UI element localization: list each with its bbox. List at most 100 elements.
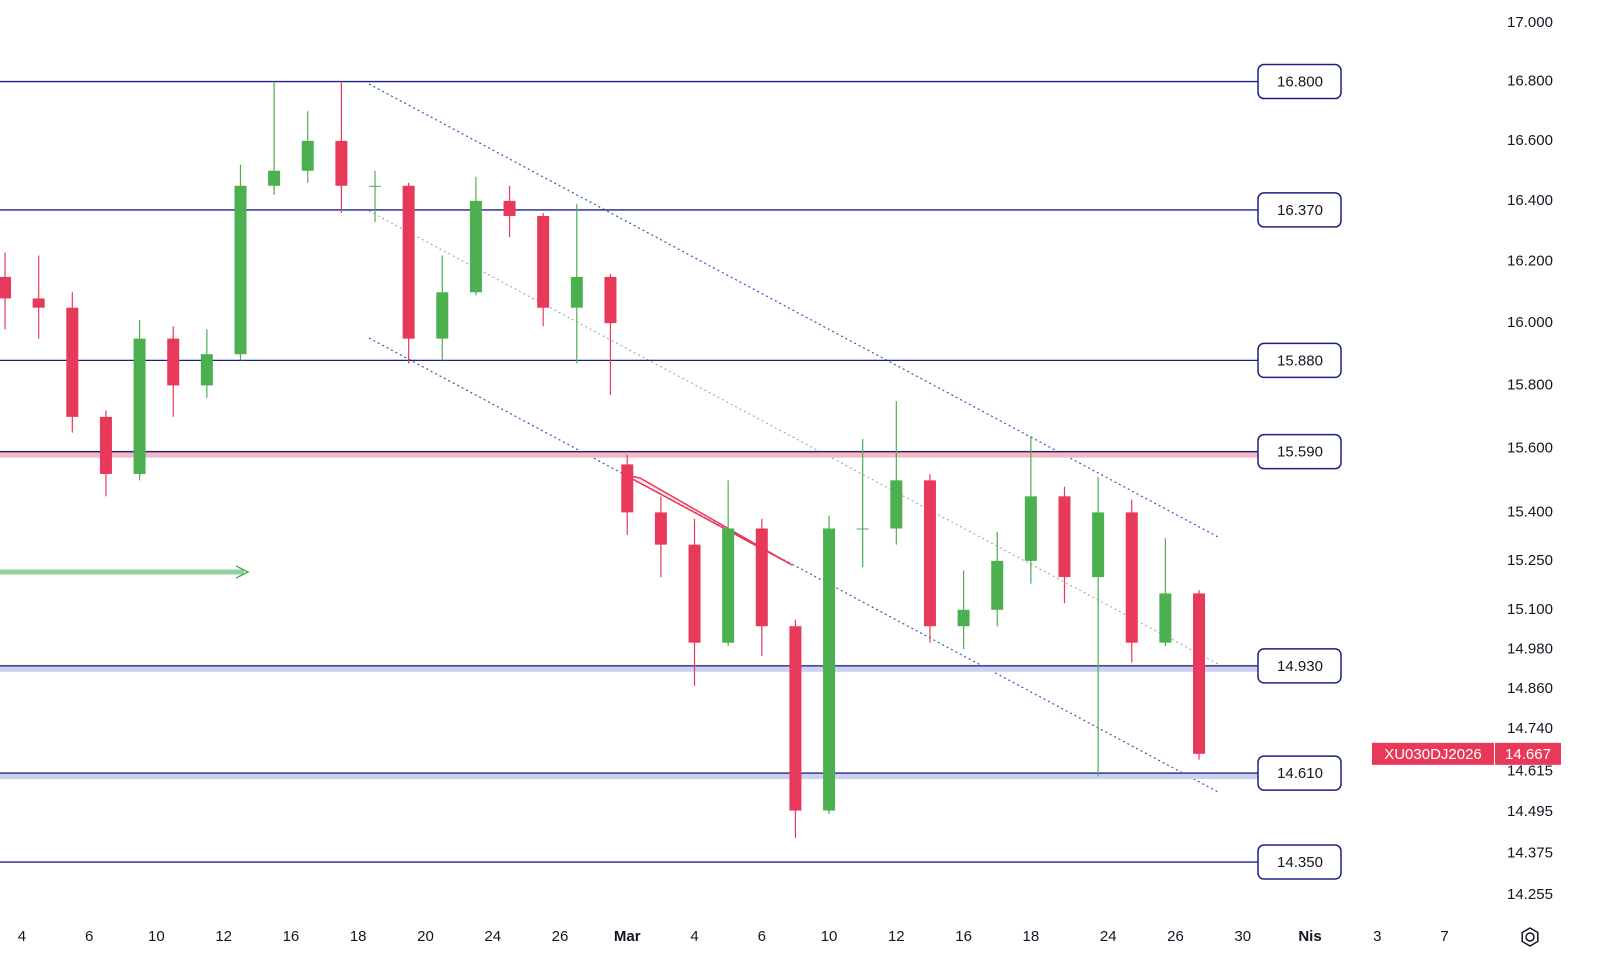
candle-body bbox=[722, 528, 735, 643]
candle-body bbox=[604, 276, 617, 324]
y-tick-label: 14.980 bbox=[1507, 640, 1553, 657]
x-tick-label: 18 bbox=[1023, 928, 1040, 945]
y-tick-label: 17.000 bbox=[1507, 14, 1553, 31]
symbol-tag bbox=[1372, 742, 1494, 765]
level-band bbox=[0, 450, 1258, 458]
levels: 16.800 16.370 15.880 15.590 14.930 14.610 14.3… bbox=[0, 63, 1342, 880]
level-label-box bbox=[1257, 342, 1342, 379]
candle-body bbox=[755, 528, 768, 627]
candle-body bbox=[234, 185, 247, 355]
candle-body bbox=[1092, 512, 1105, 578]
x-tick-label: 6 bbox=[85, 928, 93, 945]
level-band bbox=[0, 772, 1258, 780]
x-tick-label: 10 bbox=[148, 928, 165, 945]
x-tick-label: 30 bbox=[1234, 928, 1251, 945]
candle-body bbox=[621, 464, 634, 513]
x-tick-label: 10 bbox=[821, 928, 838, 945]
axes: 17.000 16.800 16.600 16.400 16.200 16.000 15.8… bbox=[18, 14, 1561, 945]
channel-lower bbox=[368, 337, 1221, 794]
candle-body bbox=[402, 185, 415, 339]
candle-body bbox=[856, 528, 869, 530]
candle-body bbox=[1058, 496, 1071, 578]
level-label-box bbox=[1257, 63, 1342, 100]
candle-body bbox=[890, 480, 903, 529]
level-band bbox=[0, 664, 1258, 672]
symbol-label: XU030DJ2026 bbox=[1384, 746, 1482, 763]
channel-middle bbox=[368, 210, 1221, 666]
x-tick-label: 20 bbox=[417, 928, 434, 945]
y-tick-label: 15.250 bbox=[1507, 552, 1553, 569]
icon-part bbox=[1521, 927, 1539, 947]
candle-body bbox=[369, 185, 382, 187]
channel-upper bbox=[368, 83, 1221, 539]
y-tick-label: 16.200 bbox=[1507, 253, 1553, 270]
candle-body bbox=[991, 560, 1004, 610]
candle-body bbox=[99, 416, 112, 474]
candle-body bbox=[133, 338, 146, 474]
price-tag bbox=[1495, 742, 1561, 765]
candle-body bbox=[923, 480, 936, 627]
candle-body bbox=[32, 298, 45, 308]
x-tick-label: Mar bbox=[614, 928, 641, 945]
y-tick-label: 15.400 bbox=[1507, 503, 1553, 520]
y-tick-label: 15.600 bbox=[1507, 439, 1553, 456]
candle-body bbox=[823, 528, 836, 811]
level-label-box bbox=[1257, 433, 1342, 470]
y-tick-label: 14.860 bbox=[1507, 680, 1553, 697]
y-tick-label: 16.600 bbox=[1507, 132, 1553, 149]
candle-body bbox=[503, 200, 516, 216]
level-label: 15.880 bbox=[1277, 352, 1323, 369]
level-label-box bbox=[1257, 648, 1342, 684]
candle-body bbox=[1159, 593, 1172, 643]
candle-body bbox=[301, 140, 314, 171]
level-label: 14.930 bbox=[1277, 658, 1323, 675]
x-tick-label: 16 bbox=[283, 928, 300, 945]
candle-body bbox=[335, 140, 348, 186]
y-tick-label: 14.495 bbox=[1507, 803, 1553, 820]
x-tick-label: 6 bbox=[758, 928, 766, 945]
y-tick-label: 15.800 bbox=[1507, 376, 1553, 393]
candles bbox=[0, 81, 1206, 838]
candle-body bbox=[570, 276, 583, 308]
candle-body bbox=[1024, 496, 1037, 561]
level-label: 16.370 bbox=[1277, 202, 1323, 219]
x-tick-label: 26 bbox=[552, 928, 569, 945]
candle-body bbox=[688, 544, 701, 643]
level-label-box bbox=[1257, 755, 1342, 791]
level-label: 14.610 bbox=[1277, 765, 1323, 782]
x-tick-label: Nis bbox=[1298, 928, 1321, 945]
candle-body bbox=[469, 200, 482, 293]
settings-icon[interactable] bbox=[1521, 927, 1539, 947]
y-tick-label: 14.740 bbox=[1507, 720, 1553, 737]
x-tick-label: 7 bbox=[1440, 928, 1448, 945]
y-tick-label: 14.255 bbox=[1507, 886, 1553, 903]
y-tick-label: 16.000 bbox=[1507, 314, 1553, 331]
x-tick-label: 24 bbox=[1100, 928, 1117, 945]
drawings bbox=[0, 83, 1221, 794]
level-label-box bbox=[1257, 192, 1342, 228]
candle-body bbox=[1125, 512, 1138, 643]
y-tick-label: 16.400 bbox=[1507, 192, 1553, 209]
y-tick-label: 14.375 bbox=[1507, 844, 1553, 861]
candle-body bbox=[957, 609, 970, 627]
candle-body bbox=[167, 338, 180, 386]
candle-body bbox=[789, 626, 802, 811]
level-label: 16.800 bbox=[1277, 74, 1323, 91]
level-label-box bbox=[1257, 844, 1342, 880]
candle-body bbox=[268, 170, 281, 186]
candle-body bbox=[200, 354, 213, 386]
candle-body bbox=[66, 307, 79, 417]
x-tick-label: 3 bbox=[1373, 928, 1381, 945]
y-tick-label: 15.100 bbox=[1507, 601, 1553, 618]
x-tick-label: 18 bbox=[350, 928, 367, 945]
candle-body bbox=[436, 292, 449, 339]
level-label: 15.590 bbox=[1277, 444, 1323, 461]
candle-body bbox=[654, 512, 667, 545]
price-label: 14.667 bbox=[1505, 746, 1551, 763]
candle-body bbox=[0, 276, 12, 299]
x-tick-label: 4 bbox=[18, 928, 26, 945]
candle-body bbox=[537, 215, 550, 308]
green-arrow-head bbox=[235, 565, 250, 579]
y-tick-label: 16.800 bbox=[1507, 73, 1553, 90]
